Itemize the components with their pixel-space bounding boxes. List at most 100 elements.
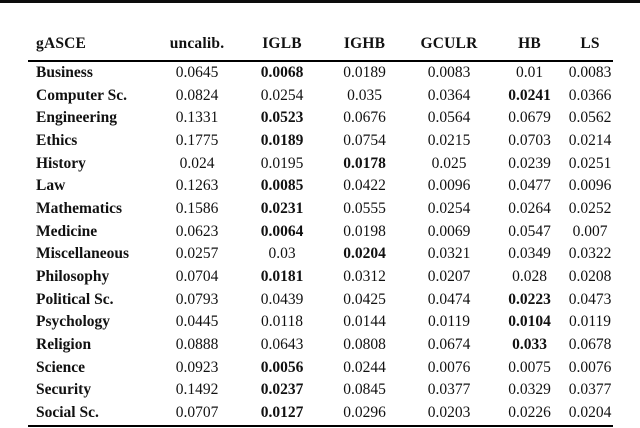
value-cell: 0.0096: [568, 177, 612, 195]
value-cell: 0.0439: [260, 290, 304, 308]
value-cell-best: 0.0241: [508, 86, 551, 104]
header-cell: GCULR: [406, 3, 492, 62]
table-body: Business 0.0645 0.0068 0.0189 0.0083 0.01 0.00…: [28, 61, 613, 427]
value-cell-best: 0.0204: [343, 245, 386, 263]
value-cell-best: 0.0237: [260, 381, 304, 399]
value-cell: 0.0119: [568, 313, 612, 331]
header-cell: LS: [567, 3, 613, 62]
value-cell: 0.0203: [406, 401, 492, 427]
value-cell: 0.0845: [343, 381, 386, 399]
value-cell: 0.007: [572, 222, 608, 240]
row-label: Law: [36, 177, 66, 195]
header-row: gASCE uncalib. IGLB IGHB GCULR HB LS: [28, 3, 613, 62]
value-cell-best: 0.0178: [343, 154, 386, 172]
value-cell: 0.0207: [427, 267, 471, 285]
table-row: Miscellaneous 0.0257 0.03 0.0204 0.0321 0.034…: [28, 243, 613, 266]
value-cell: 0.0377: [427, 381, 471, 399]
value-cell-best: 0.0085: [260, 177, 304, 195]
table-row: Computer Sc. 0.0824 0.0254 0.035 0.0364 0.024…: [28, 85, 613, 108]
value-cell: 0.0703: [508, 131, 551, 149]
value-cell: 0.1775: [175, 131, 219, 149]
table-row: Psychology 0.0445 0.0118 0.0144 0.0119 0.0104…: [28, 311, 613, 334]
table-row: Philosophy 0.0704 0.0181 0.0312 0.0207 0.028 0…: [28, 266, 613, 289]
value-cell: 0.0676: [343, 109, 386, 127]
value-cell: 0.0562: [568, 109, 612, 127]
value-cell: 0.0754: [343, 131, 386, 149]
header-cell-label: gASCE: [28, 3, 153, 62]
value-cell: 0.0226: [492, 401, 567, 427]
value-cell: 0.0329: [508, 381, 551, 399]
value-cell: 0.0555: [343, 199, 386, 217]
value-cell: 0.0195: [260, 154, 304, 172]
row-label: Mathematics: [36, 199, 123, 217]
table-row: Political Sc. 0.0793 0.0439 0.0425 0.0474 0.0…: [28, 289, 613, 312]
row-label: Social Sc.: [28, 401, 153, 427]
value-cell: 0.0674: [427, 335, 471, 353]
value-cell: 0.0252: [568, 199, 612, 217]
value-cell: 0.0707: [153, 401, 241, 427]
value-cell: 0.0564: [427, 109, 471, 127]
value-cell-best: 0.0127: [241, 401, 323, 427]
value-cell: 0.0364: [427, 86, 471, 104]
value-cell: 0.0251: [568, 154, 612, 172]
value-cell: 0.024: [179, 154, 215, 172]
value-cell: 0.025: [431, 154, 467, 172]
value-cell-best: 0.0104: [508, 313, 551, 331]
value-cell-best: 0.0068: [260, 64, 304, 81]
value-cell-best: 0.033: [512, 335, 547, 353]
value-cell: 0.0214: [568, 131, 612, 149]
value-cell: 0.0422: [343, 177, 386, 195]
row-label: Psychology: [36, 313, 111, 331]
value-cell: 0.0204: [567, 401, 613, 427]
table-header: gASCE uncalib. IGLB IGHB GCULR HB LS: [28, 3, 613, 62]
value-cell: 0.0321: [427, 245, 471, 263]
value-cell: 0.0075: [508, 358, 551, 376]
table-row: Law 0.1263 0.0085 0.0422 0.0096 0.0477 0.0096: [28, 175, 613, 198]
value-cell: 0.0257: [175, 245, 219, 263]
value-cell: 0.0083: [568, 64, 612, 81]
top-rule: [0, 0, 640, 3]
value-cell: 0.0793: [175, 290, 219, 308]
row-label: Security: [36, 381, 92, 399]
value-cell: 0.0296: [323, 401, 406, 427]
value-cell-best: 0.0181: [260, 267, 304, 285]
row-label: Business: [36, 64, 93, 81]
value-cell-best: 0.0223: [508, 290, 551, 308]
header-cell: uncalib.: [153, 3, 241, 62]
value-cell: 0.1263: [175, 177, 219, 195]
row-label: Medicine: [36, 222, 98, 240]
value-cell: 0.0824: [175, 86, 219, 104]
table-row: Medicine 0.0623 0.0064 0.0198 0.0069 0.0547 0.…: [28, 221, 613, 244]
header-cell: IGLB: [241, 3, 323, 62]
value-cell: 0.035: [347, 86, 382, 104]
row-label: Engineering: [36, 109, 117, 127]
value-cell-best: 0.0231: [260, 199, 304, 217]
value-cell: 0.0264: [508, 199, 551, 217]
value-cell: 0.0808: [343, 335, 386, 353]
value-cell: 0.03: [268, 245, 296, 263]
value-cell: 0.0425: [343, 290, 386, 308]
value-cell: 0.0473: [568, 290, 612, 308]
header-cell: IGHB: [323, 3, 406, 62]
value-cell: 0.0312: [343, 267, 386, 285]
row-label: Religion: [36, 335, 92, 353]
value-cell: 0.0377: [568, 381, 612, 399]
value-cell: 0.0076: [427, 358, 471, 376]
value-cell-best: 0.0056: [260, 358, 304, 376]
header-cell: HB: [492, 3, 567, 62]
value-cell: 0.0322: [568, 245, 612, 263]
value-cell: 0.0679: [508, 109, 551, 127]
value-cell: 0.1586: [175, 199, 219, 217]
results-table: gASCE uncalib. IGLB IGHB GCULR HB LS Business 0…: [28, 3, 613, 427]
value-cell: 0.0239: [508, 154, 551, 172]
row-label: Philosophy: [36, 267, 110, 285]
table-row: Business 0.0645 0.0068 0.0189 0.0083 0.01 0.00…: [28, 61, 613, 85]
value-cell: 0.0623: [175, 222, 219, 240]
table-row: Religion 0.0888 0.0643 0.0808 0.0674 0.033 0.0…: [28, 334, 613, 357]
value-cell: 0.0069: [427, 222, 471, 240]
table-row: Engineering 0.1331 0.0523 0.0676 0.0564 0.067…: [28, 107, 613, 130]
row-label: Political Sc.: [36, 290, 114, 308]
value-cell: 0.0366: [568, 86, 612, 104]
value-cell: 0.0144: [343, 313, 386, 331]
